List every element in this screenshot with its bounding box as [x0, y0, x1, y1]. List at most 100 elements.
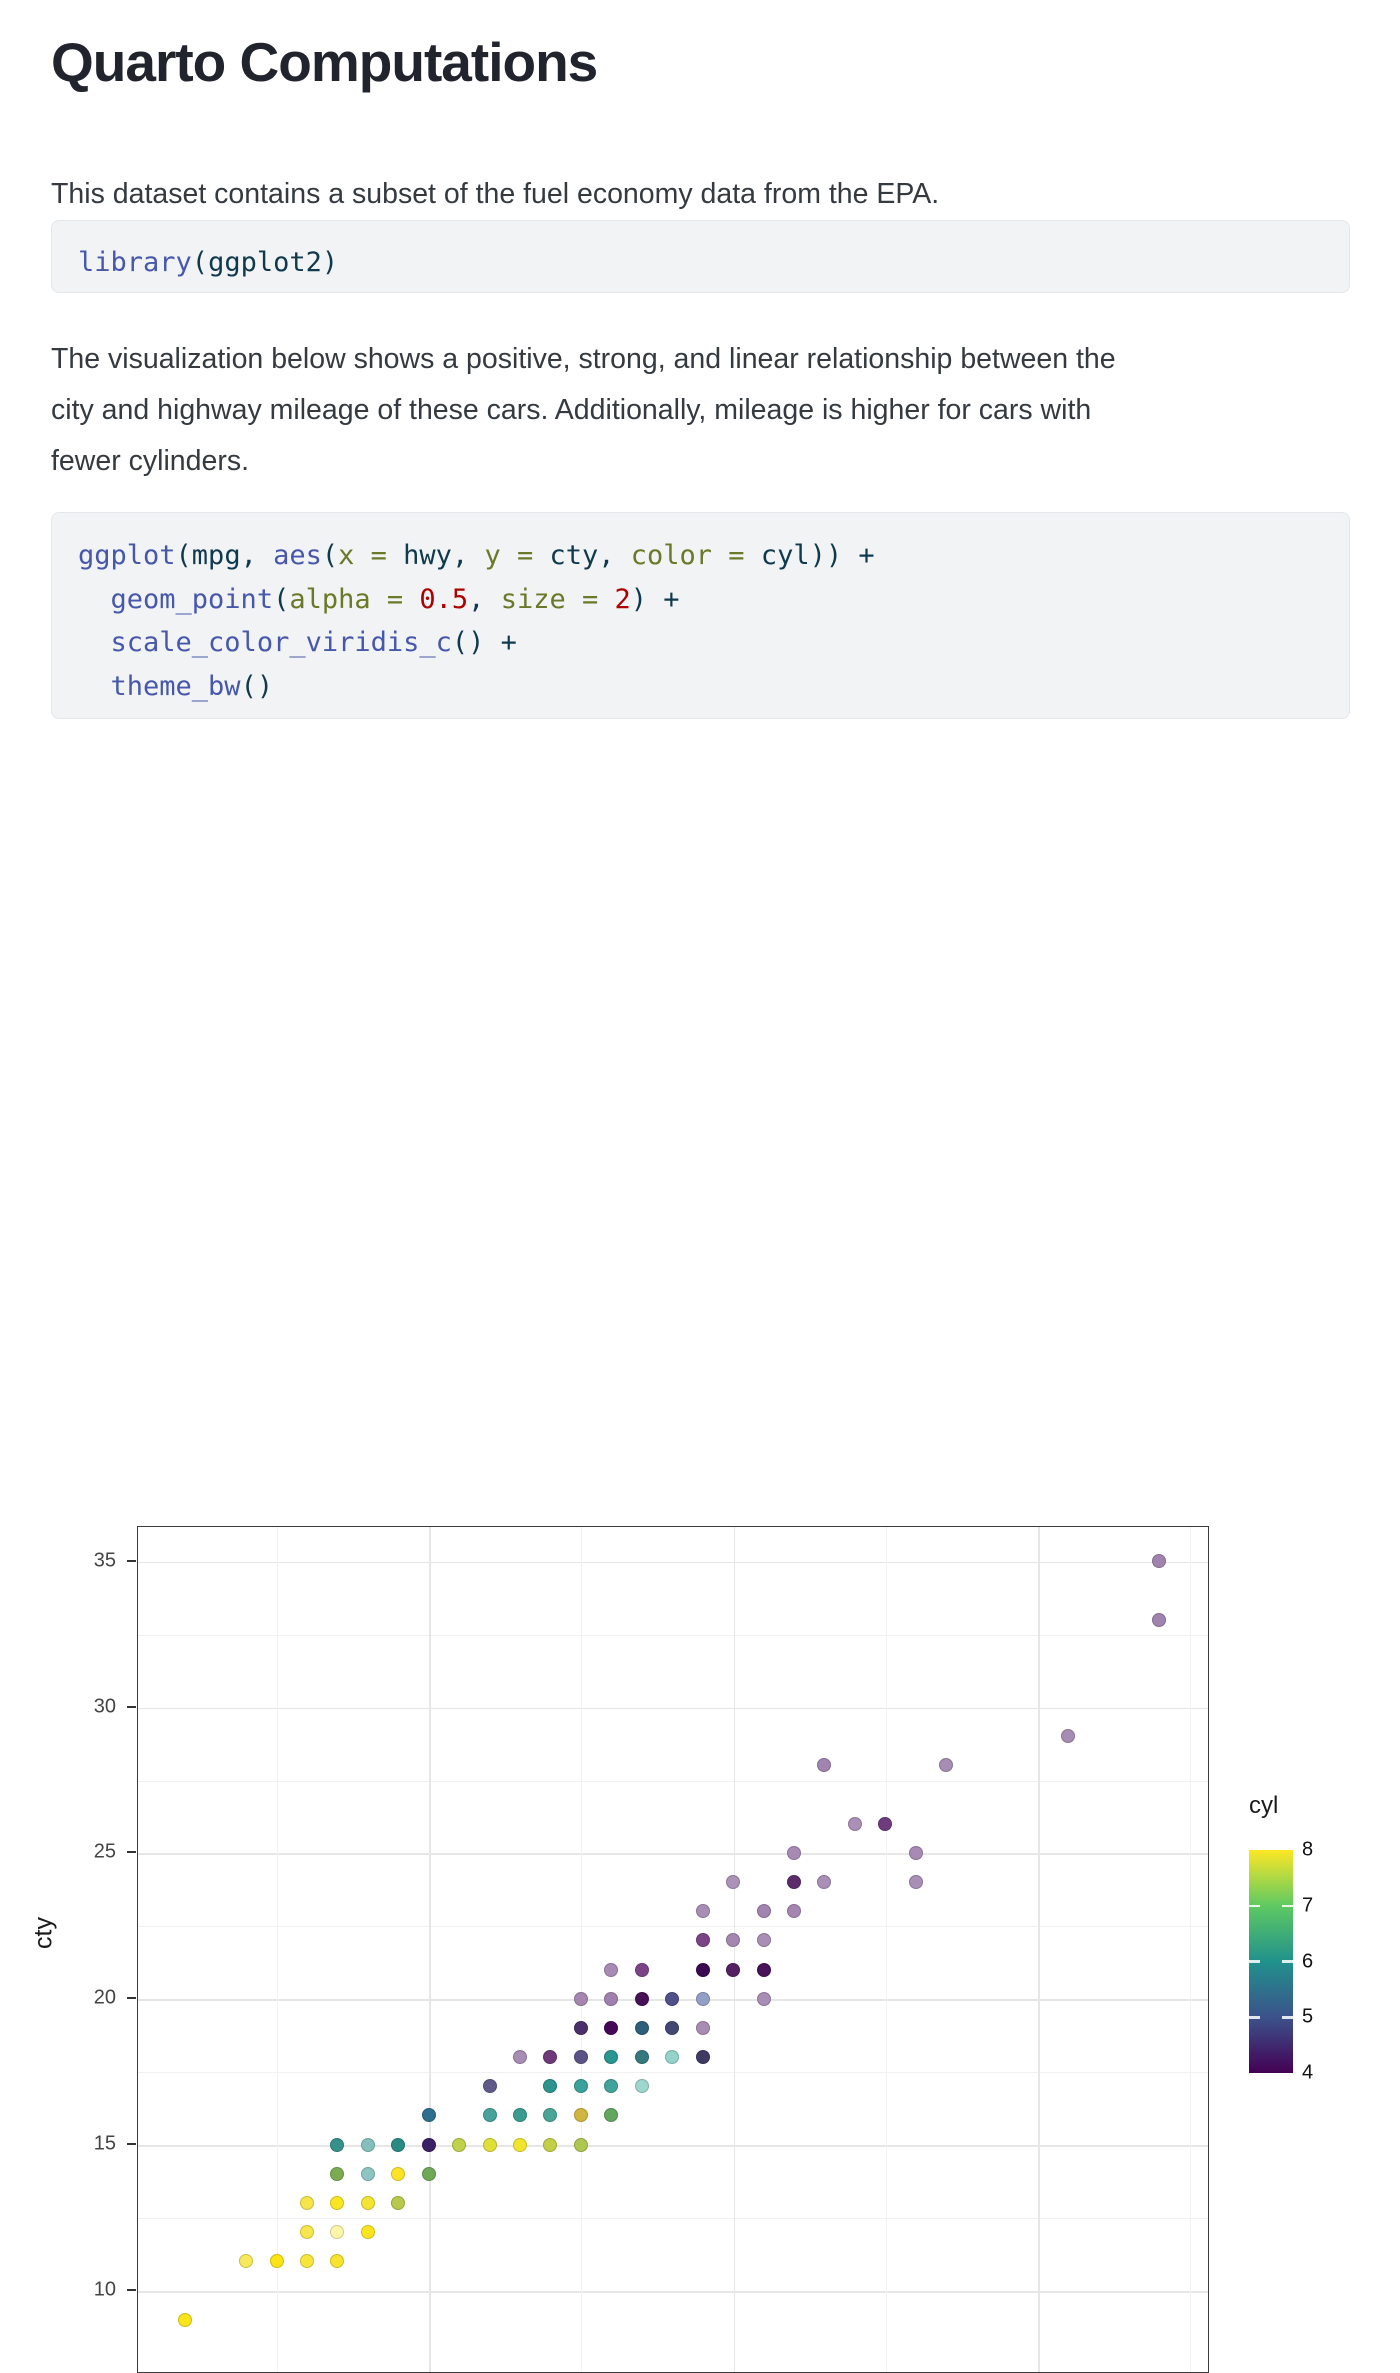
data-point	[452, 2137, 467, 2152]
data-point	[421, 2137, 436, 2152]
data-point	[604, 2108, 619, 2123]
legend-label: 4	[1302, 2061, 1314, 2084]
data-point	[421, 2166, 436, 2181]
data-point	[513, 2108, 528, 2123]
data-point	[695, 1933, 710, 1948]
gridline-x-minor	[581, 1527, 583, 2372]
data-point	[604, 2079, 619, 2094]
code-line: theme_bw()	[110, 670, 274, 702]
data-point	[787, 1845, 802, 1860]
data-point	[482, 2108, 497, 2123]
data-point	[908, 1875, 923, 1890]
data-point	[787, 1875, 802, 1890]
code-text: ggplot(mpg, aes(x = hwy, y = cty, color …	[78, 513, 1323, 708]
data-point	[817, 1758, 832, 1773]
data-point	[330, 2225, 345, 2240]
legend-title: cyl	[1249, 1792, 1279, 1819]
y-tick-label: 10	[93, 2278, 116, 2301]
legend-label: 7	[1302, 1894, 1314, 1917]
data-point	[391, 2166, 406, 2181]
data-point	[330, 2195, 345, 2210]
data-point	[543, 2050, 558, 2065]
intro-paragraph: This dataset contains a subset of the fu…	[51, 177, 940, 210]
y-tick-label: 15	[93, 2132, 116, 2155]
code-line: geom_point(alpha = 0.5, size = 2) +	[110, 583, 680, 615]
data-point	[695, 1962, 710, 1977]
data-point	[573, 2137, 588, 2152]
data-point	[756, 1991, 771, 2006]
data-point	[330, 2166, 345, 2181]
data-point	[665, 1991, 680, 2006]
data-point	[239, 2254, 254, 2269]
data-point	[634, 1962, 649, 1977]
data-point	[573, 2020, 588, 2035]
data-point	[665, 2020, 680, 2035]
data-point	[543, 2137, 558, 2152]
plot-panel	[137, 1526, 1209, 2373]
data-point	[604, 2050, 619, 2065]
scatter-plot-figure: 35 30 25 20 15 10 cty cyl 8 7 6 5 4	[0, 740, 1400, 2373]
data-point	[695, 1991, 710, 2006]
data-point	[665, 2050, 680, 2065]
data-point	[482, 2079, 497, 2094]
gridline-y-major	[138, 2291, 1208, 2293]
data-point	[573, 1991, 588, 2006]
data-point	[360, 2225, 375, 2240]
y-tick-mark	[127, 1559, 136, 1562]
y-tick-label: 25	[93, 1840, 116, 1863]
y-tick-mark	[127, 2289, 136, 2291]
legend-tick	[1282, 1960, 1293, 1963]
data-point	[391, 2195, 406, 2210]
legend-label: 6	[1302, 1950, 1314, 1972]
y-tick-mark	[127, 1997, 136, 2000]
legend-tick	[1249, 2016, 1260, 2019]
code-block-ggplot: ggplot(mpg, aes(x = hwy, y = cty, color …	[51, 512, 1350, 719]
data-point	[299, 2195, 314, 2210]
data-point	[939, 1758, 954, 1773]
paragraph-line: city and highway mileage of these cars. …	[51, 394, 1092, 426]
data-point	[604, 2020, 619, 2035]
data-point	[482, 2137, 497, 2152]
description-paragraph: The visualization below shows a positive…	[51, 334, 1351, 487]
data-point	[695, 1904, 710, 1919]
data-point	[573, 2108, 588, 2123]
data-point	[573, 2050, 588, 2065]
gridline-x-major	[733, 1527, 736, 2372]
legend-label: 8	[1302, 1838, 1314, 1861]
data-point	[604, 1991, 619, 2006]
code-text: library(ggplot2)	[78, 221, 1323, 285]
legend-tick	[1282, 2016, 1293, 2019]
legend-tick	[1282, 1904, 1293, 1907]
page-title: Quarto Computations	[51, 31, 598, 93]
y-tick-label: 20	[93, 1986, 116, 2009]
data-point	[726, 1962, 741, 1977]
data-point	[543, 2108, 558, 2123]
legend-tick	[1249, 1904, 1260, 1907]
data-point	[787, 1904, 802, 1919]
data-point	[513, 2137, 528, 2152]
gridline-y-major	[138, 1561, 1208, 1564]
code-line: scale_color_viridis_c() +	[110, 627, 517, 658]
data-point	[299, 2254, 314, 2269]
data-point	[695, 2050, 710, 2065]
data-point	[695, 2020, 710, 2035]
data-point	[908, 1845, 923, 1860]
gridline-y-major	[138, 2145, 1208, 2147]
data-point	[330, 2254, 345, 2269]
data-point	[756, 1933, 771, 1948]
data-point	[1152, 1554, 1167, 1569]
gridline-x-minor	[277, 1527, 278, 2372]
data-point	[360, 2166, 375, 2181]
gridline-y-major	[138, 1707, 1208, 1710]
gridline-y-minor	[138, 1780, 1208, 1782]
data-point	[634, 2079, 649, 2094]
data-point	[1061, 1729, 1076, 1744]
data-point	[756, 1904, 771, 1919]
data-point	[604, 1962, 619, 1977]
y-axis-title: cty	[29, 1917, 58, 1949]
data-point	[634, 2020, 649, 2035]
data-point	[726, 1875, 741, 1890]
legend-colorbar	[1249, 1850, 1293, 2073]
gridline-y-minor	[138, 1634, 1208, 1636]
data-point	[726, 1933, 741, 1948]
